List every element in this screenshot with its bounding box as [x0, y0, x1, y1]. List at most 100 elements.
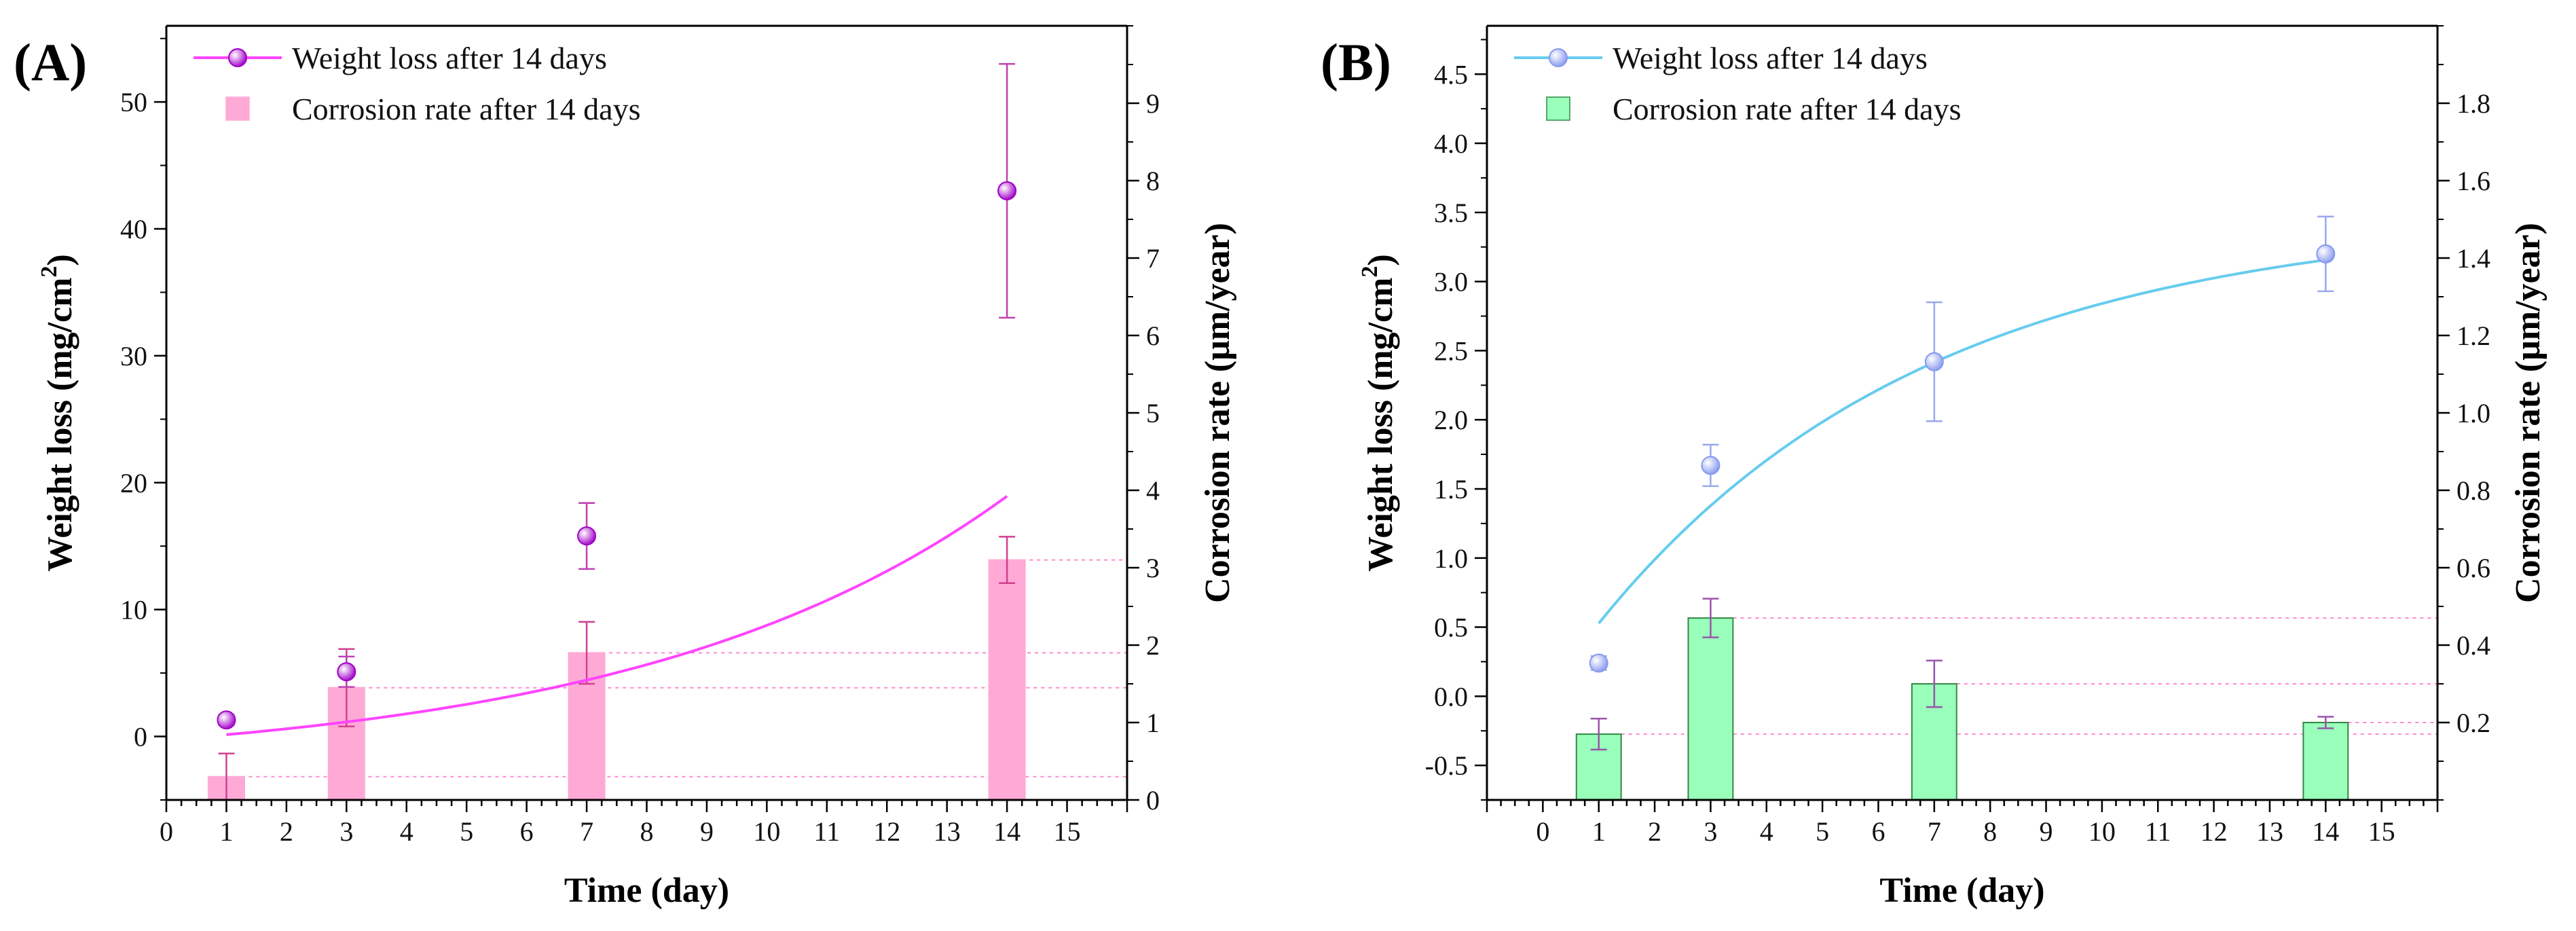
x-tick-label: 0	[160, 816, 173, 847]
y2-tick-label: 1.8	[2457, 88, 2490, 119]
y2-tick-label: 0.6	[2457, 553, 2490, 583]
x-tick-label: 1	[1592, 816, 1606, 847]
x-tick-label: 14	[2312, 816, 2339, 847]
chart-panel-b: 0 1 2 3 4 5 6 7 8 9 10 11 12 13 14 15-0.50.00.51.01.52.…	[1321, 24, 2547, 910]
y-tick-label: 4.5	[1434, 59, 1468, 90]
x-axis-title: Time (day)	[564, 871, 729, 910]
x-tick-label: 8	[1983, 816, 1997, 847]
y2-tick-label: 2	[1146, 630, 1160, 661]
weight-loss-point	[2316, 244, 2336, 263]
legend-entry-weight-loss: Weight loss after 14 days	[292, 41, 607, 75]
x-tick-label: 2	[1648, 816, 1661, 847]
x-tick-label: 6	[1871, 816, 1885, 847]
y-tick-label: 1.0	[1434, 543, 1468, 574]
x-tick-label: 8	[640, 816, 654, 847]
x-tick-label: 15	[2368, 816, 2395, 847]
y2-tick-label: 5	[1146, 398, 1160, 428]
x-tick-label: 3	[339, 816, 353, 847]
legend-marker-swatch	[1549, 48, 1568, 67]
x-tick-label: 12	[2201, 816, 2228, 847]
y2-tick-label: 3	[1146, 553, 1160, 583]
weight-loss-point	[217, 710, 236, 730]
x-tick-label: 13	[934, 816, 961, 847]
y-axis-title-superscript: 2	[1357, 266, 1382, 278]
y-tick-label: 0	[134, 722, 147, 752]
x-tick-label: 4	[1760, 816, 1773, 847]
y-axis-title-text: Weight loss (mg/cm	[41, 278, 79, 572]
weight-loss-point	[577, 526, 597, 546]
weight-loss-point	[997, 181, 1017, 200]
y-axis-title: Weight loss (mg/cm2)	[1357, 254, 1400, 572]
panel-label: (B)	[1321, 33, 1391, 92]
corrosion-rate-bar	[1687, 617, 1734, 801]
y2-tick-label: 8	[1146, 166, 1160, 196]
corrosion-rate-bar	[988, 559, 1026, 801]
legend-entry-weight-loss: Weight loss after 14 days	[1613, 41, 1928, 75]
y-axis-title-close: )	[41, 254, 79, 266]
x-tick-label: 5	[460, 816, 473, 847]
legend-bar-swatch	[1546, 96, 1570, 121]
weight-loss-point	[1701, 456, 1721, 475]
x-tick-label: 2	[280, 816, 293, 847]
y-tick-label: 4.0	[1434, 128, 1468, 159]
y-axis-title-close: )	[1361, 254, 1400, 266]
x-tick-label: 9	[700, 816, 714, 847]
weight-loss-point	[1589, 653, 1608, 673]
x-tick-label: 9	[2040, 816, 2053, 847]
x-tick-label: 11	[814, 816, 841, 847]
y2-axis-title: Corrosion rate (μm/year)	[1198, 223, 1237, 603]
y-tick-label: 2.0	[1434, 405, 1468, 435]
y-tick-label: 50	[120, 87, 147, 117]
legend-entry-corrosion-rate: Corrosion rate after 14 days	[1613, 92, 1962, 126]
y2-tick-label: 9	[1146, 88, 1160, 119]
y-axis-title-superscript: 2	[37, 266, 62, 278]
x-tick-label: 0	[1536, 816, 1549, 847]
y-tick-label: 2.5	[1434, 335, 1468, 366]
y-tick-label: 30	[120, 341, 147, 371]
y-tick-label: 0.5	[1434, 613, 1468, 643]
x-tick-label: 12	[873, 816, 900, 847]
y2-tick-label: 0	[1146, 785, 1160, 816]
y2-tick-label: 1.6	[2457, 166, 2490, 196]
x-tick-label: 15	[1054, 816, 1081, 847]
y-tick-label: -0.5	[1425, 750, 1468, 781]
x-tick-label: 11	[2145, 816, 2171, 847]
weight-loss-point	[1924, 352, 1944, 371]
x-tick-label: 7	[1928, 816, 1941, 847]
y-axis-title-text: Weight loss (mg/cm	[1361, 278, 1400, 572]
y-tick-label: 40	[120, 214, 147, 244]
y2-tick-label: 0.4	[2457, 630, 2490, 661]
corrosion-rate-bar	[2302, 722, 2349, 801]
y-tick-label: 3.5	[1434, 198, 1468, 228]
legend-entry-corrosion-rate: Corrosion rate after 14 days	[292, 92, 641, 126]
weight-loss-fit-line	[1598, 258, 2326, 625]
x-tick-label: 10	[2089, 816, 2116, 847]
weight-loss-point	[337, 662, 356, 682]
chart-panel-a: 0 1 2 3 4 5 6 7 8 9 10 11 12 13 14 15010203040500123456…	[14, 24, 1237, 910]
y2-tick-label: 6	[1146, 321, 1160, 351]
weight-loss-fit-line	[226, 495, 1008, 736]
panel-label: (A)	[14, 33, 87, 92]
y-tick-label: 10	[120, 595, 147, 625]
y-tick-label: 3.0	[1434, 267, 1468, 297]
x-tick-label: 6	[520, 816, 534, 847]
y2-tick-label: 1	[1146, 708, 1160, 738]
x-tick-label: 14	[993, 816, 1020, 847]
y-axis-title: Weight loss (mg/cm2)	[37, 254, 79, 572]
y2-axis-title: Corrosion rate (μm/year)	[2509, 223, 2547, 603]
y2-tick-label: 1.4	[2457, 243, 2490, 274]
x-tick-label: 5	[1816, 816, 1829, 847]
y-tick-label: 1.5	[1434, 474, 1468, 505]
y2-tick-label: 7	[1146, 243, 1160, 274]
legend-bar-swatch	[225, 96, 250, 121]
y2-tick-label: 1.2	[2457, 321, 2490, 351]
y2-tick-label: 0.2	[2457, 708, 2490, 738]
x-axis-title: Time (day)	[1879, 871, 2044, 910]
y2-tick-label: 4	[1146, 475, 1160, 506]
x-tick-label: 13	[2256, 816, 2283, 847]
legend-marker-swatch	[228, 48, 247, 67]
x-tick-label: 4	[400, 816, 413, 847]
x-tick-label: 3	[1704, 816, 1717, 847]
y-tick-label: 20	[120, 468, 147, 498]
